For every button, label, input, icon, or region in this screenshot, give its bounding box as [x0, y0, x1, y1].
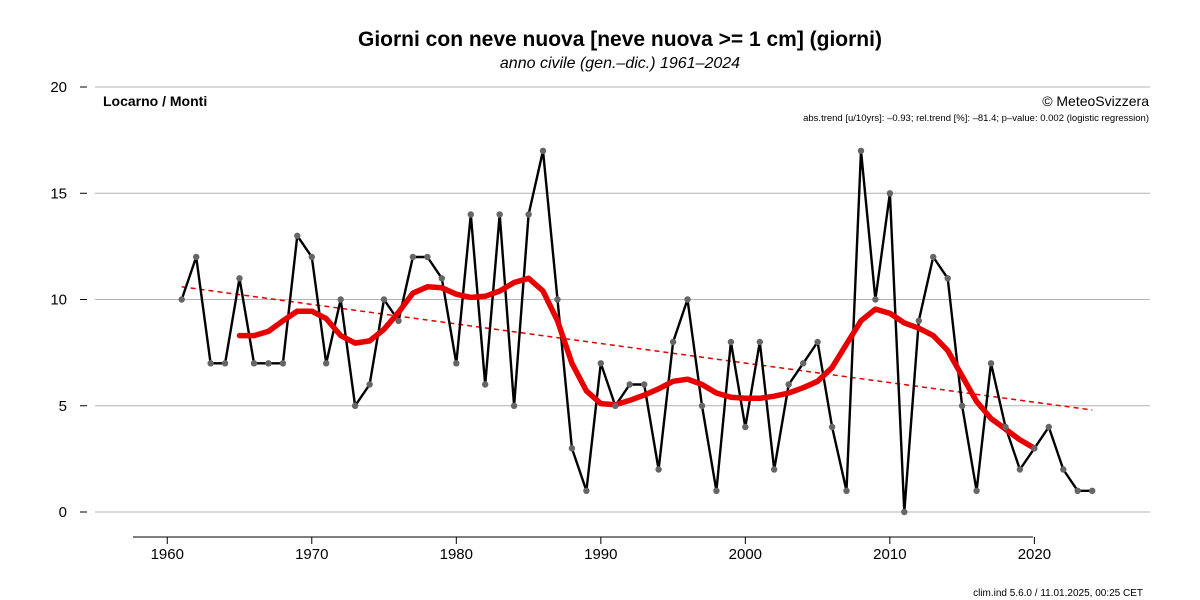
data-point-2009: [872, 296, 879, 303]
y-axis: 0 5 10 15 20: [50, 79, 87, 521]
trend-stats-label: abs.trend [u/10yrs]: –0.93; rel.trend [%…: [803, 113, 1149, 124]
data-point-1974: [366, 381, 373, 388]
data-point-1992: [626, 381, 633, 388]
data-point-1993: [641, 381, 648, 388]
x-tick-label-2020: 2020: [1018, 546, 1051, 563]
x-tick-label-2010: 2010: [873, 546, 906, 563]
data-point-2022: [1060, 466, 1067, 473]
data-point-1988: [568, 445, 576, 452]
data-point-1986: [539, 147, 547, 154]
data-point-1998: [713, 487, 720, 494]
data-point-1968: [279, 360, 287, 367]
x-tick-label-1970: 1970: [295, 546, 328, 563]
data-point-1997: [698, 402, 706, 409]
data-point-1971: [323, 360, 330, 367]
plot-area: [178, 147, 1096, 516]
data-point-1972: [337, 296, 344, 303]
data-point-2012: [915, 317, 922, 324]
data-point-1975: [380, 296, 388, 303]
data-point-1987: [554, 296, 561, 303]
data-point-2003: [785, 381, 792, 388]
data-point-1983: [496, 211, 503, 218]
data-point-2004: [800, 360, 807, 367]
data-point-2001: [756, 338, 763, 346]
data-point-1966: [250, 360, 258, 367]
data-point-1991: [612, 402, 619, 409]
series-smoothed-line: [236, 275, 1038, 452]
copyright-label: © MeteoSvizzera: [1042, 93, 1149, 109]
data-point-2016: [973, 487, 980, 494]
data-point-1970: [308, 253, 315, 261]
data-point-2006: [828, 423, 836, 431]
data-point-1994: [655, 466, 662, 473]
data-point-1969: [294, 232, 301, 239]
data-point-1963: [207, 360, 214, 367]
chart-subtitle: anno civile (gen.–dic.) 1961–2024: [500, 55, 740, 72]
data-point-1982: [482, 381, 489, 388]
y-tick-label-10: 10: [50, 292, 67, 309]
y-tick-label-5: 5: [59, 398, 67, 415]
x-tick-label-1980: 1980: [440, 546, 473, 563]
data-point-2021: [1045, 423, 1053, 431]
chart-title: Giorni con neve nuova [neve nuova >= 1 c…: [358, 28, 882, 51]
data-point-2020: [1031, 445, 1038, 452]
y-tick-label-0: 0: [59, 504, 67, 521]
data-point-1965: [236, 275, 243, 282]
data-point-1999: [727, 338, 735, 346]
data-point-2011: [901, 508, 908, 516]
x-tick-label-2000: 2000: [729, 546, 762, 563]
data-point-1977: [409, 253, 417, 261]
data-point-2002: [771, 466, 778, 473]
data-point-2024: [1089, 487, 1096, 494]
data-point-1989: [583, 487, 590, 494]
data-point-1961: [178, 296, 185, 303]
y-tick-label-20: 20: [50, 79, 67, 96]
data-point-2019: [1016, 466, 1024, 473]
data-point-2015: [958, 402, 966, 409]
data-point-2007: [843, 487, 850, 494]
data-point-2018: [1002, 423, 1009, 431]
data-point-2014: [944, 275, 951, 282]
station-label: Locarno / Monti: [103, 93, 207, 109]
grid-lines: [95, 86, 1150, 513]
data-point-2013: [930, 253, 937, 261]
series-trend-line: [181, 286, 1093, 411]
data-point-2008: [857, 147, 865, 154]
data-point-1973: [351, 402, 359, 409]
y-tick-label-15: 15: [50, 185, 67, 202]
data-point-1976: [395, 317, 402, 324]
data-point-1979: [438, 275, 445, 282]
data-point-2000: [742, 423, 749, 431]
series-observed-line: [180, 149, 1093, 514]
x-tick-label-1960: 1960: [151, 546, 184, 563]
data-point-2023: [1074, 487, 1081, 494]
data-point-1962: [193, 253, 200, 261]
x-ticks: 1960 1970 1980 1990 2000 2010 2020: [151, 537, 1051, 563]
data-point-1980: [453, 360, 460, 367]
footer-label: clim.ind 5.6.0 / 11.01.2025, 00:25 CET: [973, 588, 1143, 599]
data-point-1978: [424, 253, 431, 261]
data-point-2005: [814, 338, 821, 346]
x-tick-label-1990: 1990: [584, 546, 617, 563]
data-point-1995: [669, 338, 677, 346]
data-point-1984: [510, 402, 518, 409]
data-point-1985: [525, 211, 532, 218]
data-point-2010: [886, 190, 894, 197]
data-point-1964: [221, 360, 229, 367]
data-point-2017: [987, 360, 995, 367]
data-point-1996: [684, 296, 691, 303]
data-point-1967: [265, 360, 272, 367]
data-point-1981: [467, 211, 474, 218]
data-point-1990: [597, 360, 604, 367]
